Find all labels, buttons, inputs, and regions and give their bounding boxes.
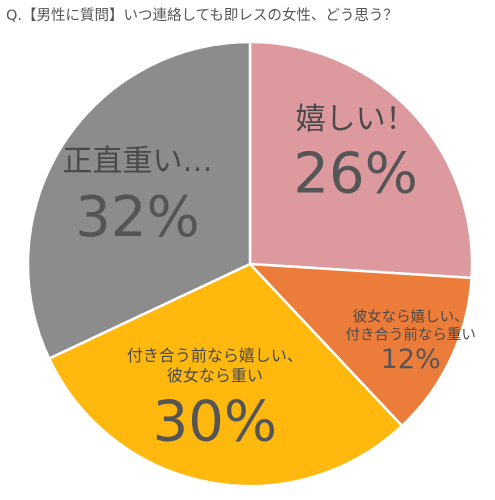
slice-value-label: 12% [381,344,441,375]
slice-label: 嬉しい！ [296,102,416,137]
pie-slices [26,40,474,488]
chart-title: Q.【男性に質問】いつ連絡しても即レスの女性、どう思う？ [6,8,398,24]
slice-label: 付き合う前なら嬉しい、 [127,346,303,365]
slice-value-label: 26% [293,141,417,206]
pie-slice [26,40,252,361]
pie-slice [47,262,404,488]
pie-slice [246,262,473,428]
slice-label: 彼女なら嬉しい、 [353,307,469,325]
pie-slice [248,40,474,280]
slice-label: 正直重い… [63,144,213,179]
slice-label: 付き合う前なら重い [345,327,476,344]
slice-value-label: 32% [75,185,199,250]
slice-label: 彼女なら重い [167,366,263,385]
slice-value-label: 30% [153,390,277,455]
